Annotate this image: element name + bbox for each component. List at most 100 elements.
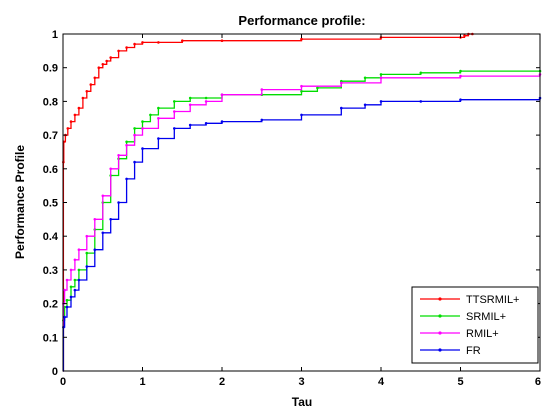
series-point (300, 37, 303, 41)
legend-marker (438, 297, 442, 301)
series-point (85, 251, 89, 255)
series-point (85, 234, 89, 238)
series-point (77, 248, 81, 251)
series-point (101, 194, 105, 198)
y-tick-label: 0.4 (43, 231, 59, 243)
series-point (188, 96, 192, 100)
legend-marker (438, 314, 442, 318)
y-axis-label: Performance Profile (13, 145, 27, 259)
series-point (459, 74, 462, 78)
y-tick-label: 0.2 (43, 299, 58, 311)
x-tick-label: 1 (139, 376, 145, 388)
series-point (133, 160, 136, 164)
y-tick-label: 0.6 (43, 164, 58, 176)
series-point (157, 137, 160, 140)
y-tick-label: 0.5 (43, 198, 58, 210)
series-point (419, 100, 423, 103)
y-tick-label: 1 (52, 29, 58, 41)
series-point (101, 63, 105, 66)
legend-label: FR (466, 345, 481, 357)
series-point (109, 218, 112, 221)
series-point (65, 278, 69, 282)
series-point (379, 73, 383, 76)
series-point (73, 278, 77, 282)
series-point (220, 39, 224, 42)
x-tick-label: 3 (298, 376, 304, 388)
x-tick-label: 4 (378, 376, 385, 388)
series-point (300, 90, 303, 93)
series-point (117, 201, 120, 204)
series-point (340, 106, 343, 110)
legend-label: SRMIL+ (466, 311, 506, 323)
series-point (101, 231, 105, 235)
series-line-fr (62, 98, 541, 372)
series-point (173, 100, 176, 103)
series-point (89, 83, 93, 86)
series-point (117, 154, 120, 157)
series-point (69, 295, 73, 299)
series-point (65, 298, 69, 302)
series-point (363, 103, 367, 107)
series-point (463, 34, 466, 37)
series-point (125, 143, 128, 147)
series-point (149, 113, 152, 117)
series-point (85, 90, 89, 93)
series-point (204, 100, 208, 103)
series-point (125, 140, 128, 144)
series-point (117, 49, 120, 53)
series-point (66, 127, 70, 130)
series-point (109, 167, 112, 171)
series-lines (62, 32, 542, 372)
y-tick-label: 0 (52, 366, 58, 378)
series-point (77, 268, 81, 272)
y-tick-label: 0.1 (43, 332, 58, 344)
series-point (173, 127, 176, 130)
series-point (188, 103, 192, 107)
y-tick-label: 0.3 (43, 265, 58, 277)
x-tick-label: 5 (457, 376, 463, 388)
series-point (105, 59, 108, 63)
series-point (133, 127, 136, 130)
series-point (419, 71, 423, 75)
series-point (157, 106, 160, 110)
series-point (93, 248, 97, 251)
series-point (340, 81, 343, 85)
series-point (363, 76, 367, 80)
series-point (125, 177, 128, 181)
series-point (63, 288, 66, 292)
chart-title: Performance profile: (238, 13, 365, 28)
series-point (73, 288, 77, 292)
series-point (73, 258, 77, 262)
series-point (141, 147, 144, 150)
legend-label: RMIL+ (466, 328, 499, 340)
series-point (141, 120, 144, 123)
series-point (141, 41, 144, 44)
legend-marker (438, 331, 442, 335)
legend-label: TTSRMIL+ (466, 294, 519, 306)
x-tick-label: 6 (535, 376, 541, 388)
series-point (157, 41, 160, 44)
series-point (63, 315, 66, 319)
series-point (459, 98, 462, 101)
x-tick-label: 0 (60, 376, 66, 388)
series-point (93, 76, 97, 80)
series-point (204, 96, 208, 100)
series-point (260, 118, 264, 122)
series-point (260, 88, 264, 91)
series-point (379, 100, 383, 103)
series-point (69, 285, 73, 289)
legend: TTSRMIL+ SRMIL+ RMIL+ FR (411, 286, 539, 364)
series-point (181, 39, 184, 42)
axes: 0 1 2 3 4 5 6 0 0.1 0.2 0.3 0.4 0.5 0.6 0.7 0.8 0.9 1 (43, 29, 541, 388)
series-point (93, 218, 97, 221)
series-point (459, 69, 462, 73)
series-point (141, 127, 144, 130)
series-point (300, 113, 303, 117)
series-point (77, 278, 81, 282)
series-point (125, 46, 128, 49)
legend-marker (438, 348, 442, 352)
series-point (316, 86, 319, 90)
series-point (220, 120, 224, 123)
series-point (204, 122, 208, 125)
